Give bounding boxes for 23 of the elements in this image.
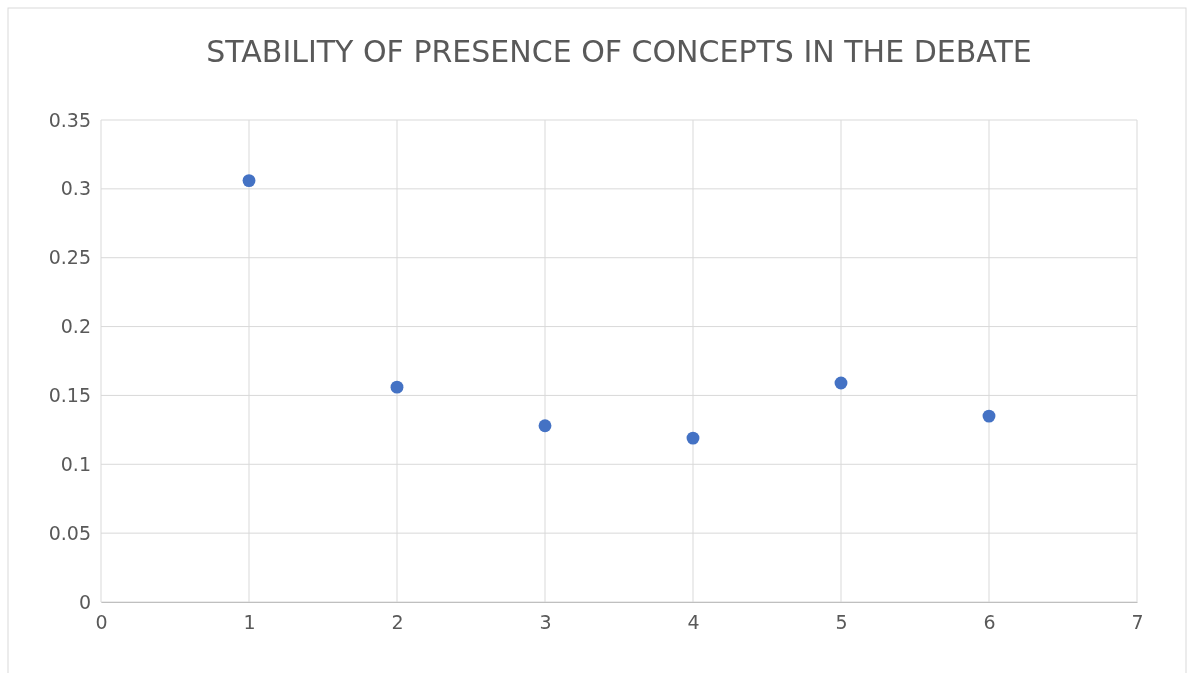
- point: [242, 174, 256, 188]
- chart-title: STABILITY OF PRESENCE OF CONCEPTS IN THE DEBATE: [206, 34, 1032, 69]
- point: [982, 409, 996, 423]
- point: [834, 376, 848, 390]
- x-tick-label: 0: [95, 611, 108, 634]
- point: [686, 431, 700, 445]
- x-tick-label: 3: [539, 611, 552, 634]
- x-tick-label: 5: [835, 611, 848, 634]
- x-tick-label: 4: [687, 611, 700, 634]
- x-tick-label: 1: [243, 611, 256, 634]
- y-tick-label: 0.1: [60, 452, 91, 475]
- y-tick-label: 0.05: [48, 521, 91, 544]
- y-tick-label: 0.35: [48, 108, 91, 131]
- point: [390, 380, 404, 394]
- y-tick-label: 0: [78, 590, 91, 613]
- x-tick-label: 2: [391, 611, 404, 634]
- x-tick-label: 7: [1131, 611, 1144, 634]
- x-tick-label: 6: [983, 611, 996, 634]
- y-tick-label: 0.2: [60, 315, 91, 338]
- y-tick-label: 0.25: [48, 246, 91, 269]
- y-tick-label: 0.3: [60, 177, 91, 200]
- y-tick-label: 0.15: [48, 384, 91, 407]
- point: [538, 419, 552, 433]
